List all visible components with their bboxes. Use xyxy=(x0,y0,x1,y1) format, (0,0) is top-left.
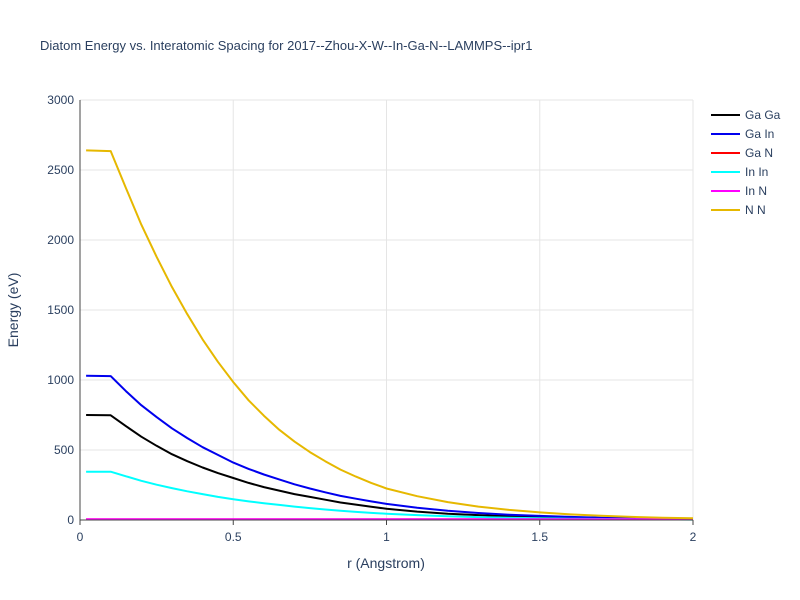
y-tick-label: 1500 xyxy=(47,303,74,317)
grid-lines xyxy=(80,99,694,520)
y-tick-label: 1000 xyxy=(47,373,74,387)
y-tick-label: 3000 xyxy=(47,93,74,107)
x-tick-label: 1.5 xyxy=(531,530,548,544)
legend-label: Ga In xyxy=(745,127,774,141)
x-tick-label: 1 xyxy=(383,530,390,544)
legend-label: In N xyxy=(745,184,767,198)
legend-label: Ga N xyxy=(745,146,773,160)
series-line-ga-ga xyxy=(86,414,694,521)
series-line-n-n xyxy=(86,149,694,520)
legend-label: In In xyxy=(745,165,768,179)
legend-item-in-n[interactable]: In N xyxy=(711,184,767,198)
legend-item-n-n[interactable]: N N xyxy=(711,203,766,217)
y-tick-label: 2500 xyxy=(47,163,74,177)
x-tick-label: 0.5 xyxy=(225,530,242,544)
legend-item-ga-n[interactable]: Ga N xyxy=(711,146,773,160)
legend[interactable]: Ga Ga Ga In Ga N In In In N N N xyxy=(711,108,781,217)
series-line-ga-in xyxy=(86,374,694,521)
legend-item-ga-ga[interactable]: Ga Ga xyxy=(711,108,781,122)
legend-label: N N xyxy=(745,203,766,217)
tick-labels: 0 500 1000 1500 2000 2500 3000 0 0.5 1 1.5 2 xyxy=(47,93,696,544)
x-tick-label: 0 xyxy=(77,530,84,544)
plot-area xyxy=(86,149,694,521)
y-tick-label: 500 xyxy=(54,443,74,457)
chart-title: Diatom Energy vs. Interatomic Spacing fo… xyxy=(40,38,532,53)
y-tick-label: 0 xyxy=(67,513,74,527)
legend-item-ga-in[interactable]: Ga In xyxy=(711,127,774,141)
legend-label: Ga Ga xyxy=(745,108,781,122)
axes xyxy=(79,100,694,525)
legend-item-in-in[interactable]: In In xyxy=(711,165,768,179)
x-axis-label: r (Angstrom) xyxy=(347,555,425,571)
y-tick-label: 2000 xyxy=(47,233,74,247)
y-axis-label: Energy (eV) xyxy=(5,273,21,348)
x-tick-label: 2 xyxy=(690,530,697,544)
